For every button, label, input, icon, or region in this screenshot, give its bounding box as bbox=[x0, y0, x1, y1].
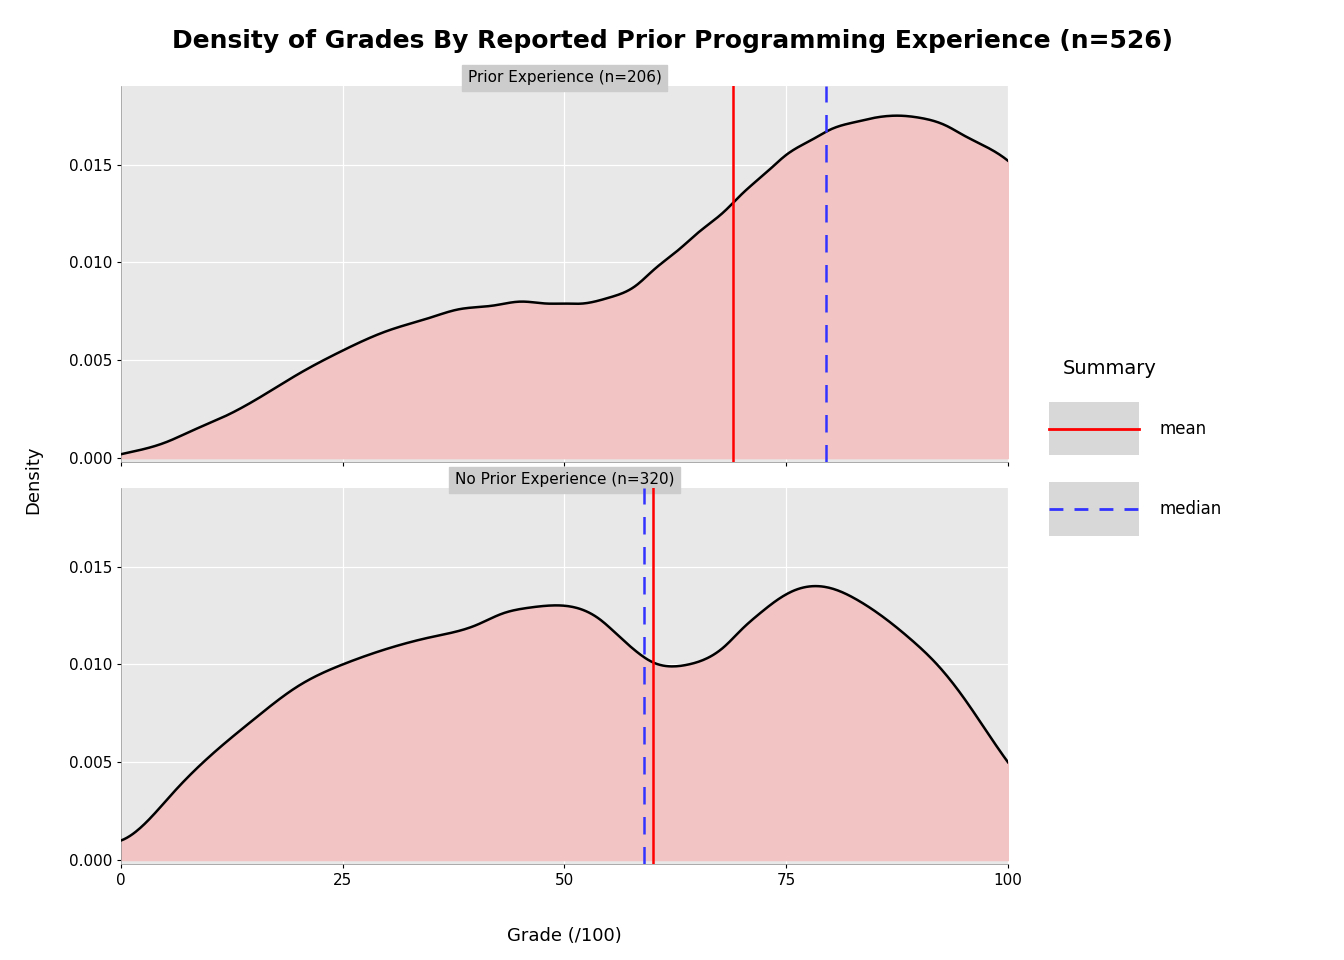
Text: Summary: Summary bbox=[1063, 359, 1157, 377]
Text: Grade (/100): Grade (/100) bbox=[507, 927, 622, 945]
FancyBboxPatch shape bbox=[1050, 401, 1140, 455]
Title: Prior Experience (n=206): Prior Experience (n=206) bbox=[468, 70, 661, 85]
Text: Density of Grades By Reported Prior Programming Experience (n=526): Density of Grades By Reported Prior Prog… bbox=[172, 29, 1172, 53]
Text: median: median bbox=[1159, 500, 1222, 518]
Text: mean: mean bbox=[1159, 420, 1206, 438]
Title: No Prior Experience (n=320): No Prior Experience (n=320) bbox=[454, 472, 675, 487]
FancyBboxPatch shape bbox=[1050, 482, 1140, 536]
Text: Density: Density bbox=[24, 445, 43, 515]
